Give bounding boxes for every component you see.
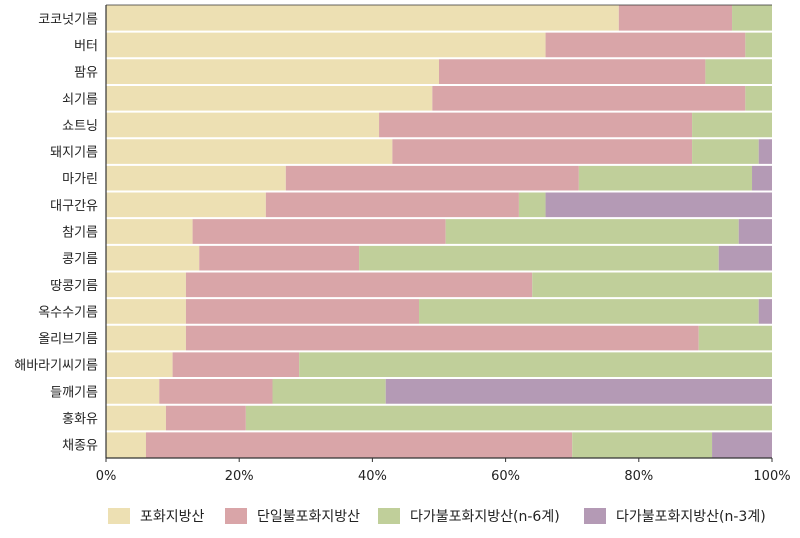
bar-segment-cat-10-series-0 (106, 271, 186, 299)
bar-segment-cat-2-series-1 (439, 58, 706, 85)
bar-segment-cat-0-series-0 (106, 5, 619, 32)
legend: 포화지방산 단일불포화지방산 다가불포화지방산(n-6계) 다가불포화지방산(n… (0, 498, 800, 534)
category-label: 홍화유 (62, 412, 98, 427)
bar-segment-cat-13-series-0 (106, 351, 173, 379)
bar-segment-cat-15-series-1 (165, 404, 246, 432)
bar-segment-cat-8-series-1 (192, 218, 446, 245)
category-label: 마가린 (62, 172, 98, 187)
category-label: 버터 (74, 39, 98, 54)
bar-segment-cat-15-series-2 (245, 404, 773, 432)
bar-segment-cat-9-series-1 (199, 244, 360, 272)
bar-segment-cat-14-series-2 (272, 378, 386, 405)
category-label: 올리브기름 (38, 332, 98, 347)
legend-item-n3: 다가불포화지방산(n-3계) (584, 506, 766, 526)
bar-segment-cat-2-series-0 (106, 58, 439, 85)
bar-segment-cat-7-series-3 (545, 191, 772, 219)
category-label: 대구간유 (50, 199, 98, 214)
bar-segment-cat-14-series-1 (159, 378, 273, 405)
bar-segment-cat-11-series-0 (106, 298, 186, 325)
category-label: 팜유 (74, 66, 98, 81)
category-label: 쇠기름 (62, 92, 98, 107)
bar-segment-cat-2-series-2 (705, 58, 772, 85)
bar-segment-cat-8-series-0 (106, 218, 193, 245)
bar-segment-cat-7-series-1 (265, 191, 519, 219)
bar-segment-cat-11-series-3 (758, 298, 772, 325)
category-label: 돼지기름 (50, 146, 98, 161)
bar-segment-cat-1-series-0 (106, 31, 546, 59)
bar-segment-cat-11-series-2 (419, 298, 759, 325)
bar-segment-cat-13-series-1 (172, 351, 300, 379)
category-label: 옥수수기름 (38, 305, 98, 320)
x-tick-label: 100% (753, 469, 790, 484)
bar-segment-cat-4-series-2 (692, 111, 772, 139)
category-label: 코코넛기름 (38, 12, 98, 27)
x-tick-label: 40% (358, 469, 387, 484)
legend-item-saturated: 포화지방산 (108, 506, 204, 526)
bar-segment-cat-4-series-0 (106, 111, 380, 139)
bar-segment-cat-8-series-3 (738, 218, 772, 245)
bar-segment-cat-12-series-1 (185, 324, 699, 352)
bar-segment-cat-14-series-0 (106, 378, 160, 405)
bar-segment-cat-6-series-0 (106, 164, 286, 192)
bar-segment-cat-9-series-0 (106, 244, 200, 272)
legend-swatch-n3 (584, 508, 606, 524)
x-tick-label: 0% (96, 469, 117, 484)
bar-segment-cat-6-series-3 (752, 164, 772, 192)
category-label: 쇼트닝 (62, 119, 98, 134)
bar-segment-cat-12-series-0 (106, 324, 186, 352)
category-label: 해바라기씨기름 (14, 359, 98, 374)
legend-swatch-saturated (108, 508, 130, 524)
legend-label-monounsaturated: 단일불포화지방산 (257, 509, 361, 525)
bar-segment-cat-6-series-2 (578, 164, 753, 192)
bar-segment-cat-10-series-2 (532, 271, 772, 299)
x-tick-label: 60% (491, 469, 520, 484)
x-tick-label: 20% (225, 469, 254, 484)
category-label: 들깨기름 (50, 385, 98, 400)
bar-segment-cat-12-series-2 (698, 324, 772, 352)
legend-swatch-monounsaturated (225, 508, 247, 524)
legend-item-n6: 다가불포화지방산(n-6계) (378, 506, 560, 526)
bar-segment-cat-1-series-2 (745, 31, 772, 59)
bar-segment-cat-7-series-2 (518, 191, 546, 219)
bar-segment-cat-5-series-0 (106, 138, 393, 165)
bar-segment-cat-3-series-2 (745, 84, 772, 112)
legend-swatch-n6 (378, 508, 400, 524)
bar-segment-cat-5-series-2 (692, 138, 759, 165)
bar-segment-cat-11-series-1 (185, 298, 420, 325)
bar-segment-cat-16-series-2 (572, 431, 713, 458)
legend-label-n6: 다가불포화지방산(n-6계) (410, 509, 560, 525)
bar-segment-cat-16-series-0 (106, 431, 146, 458)
bar-segment-cat-16-series-3 (712, 431, 772, 458)
bar-segment-cat-8-series-2 (445, 218, 739, 245)
bar-segment-cat-9-series-2 (359, 244, 719, 272)
legend-label-saturated: 포화지방산 (140, 509, 205, 525)
bar-segment-cat-7-series-0 (106, 191, 266, 219)
legend-item-monounsaturated: 단일불포화지방산 (225, 506, 360, 526)
legend-label-n3: 다가불포화지방산(n-3계) (616, 509, 766, 525)
stacked-bar-chart: 코코넛기름버터팜유쇠기름쇼트닝돼지기름마가린대구간유참기름콩기름땅콩기름옥수수기… (14, 4, 791, 484)
category-label: 땅콩기름 (50, 279, 98, 294)
category-label: 콩기름 (62, 252, 98, 267)
bar-segment-cat-6-series-1 (285, 164, 579, 192)
bar-segment-cat-0-series-1 (618, 5, 733, 32)
bar-segment-cat-15-series-0 (106, 404, 166, 432)
bar-segment-cat-5-series-1 (392, 138, 693, 165)
bar-segment-cat-3-series-0 (106, 84, 433, 112)
bar-segment-cat-9-series-3 (718, 244, 772, 272)
bar-segment-cat-14-series-3 (385, 378, 772, 405)
x-tick-label: 80% (624, 469, 653, 484)
bar-segment-cat-0-series-2 (732, 5, 772, 32)
bar-segment-cat-5-series-3 (758, 138, 772, 165)
category-label: 참기름 (62, 226, 98, 241)
bar-segment-cat-16-series-1 (145, 431, 573, 458)
bar-segment-cat-4-series-1 (379, 111, 693, 139)
bar-segment-cat-13-series-2 (299, 351, 772, 379)
category-label: 채종유 (62, 439, 98, 454)
bar-segment-cat-1-series-1 (545, 31, 746, 59)
bar-segment-cat-3-series-1 (432, 84, 746, 112)
bar-segment-cat-10-series-1 (185, 271, 533, 299)
